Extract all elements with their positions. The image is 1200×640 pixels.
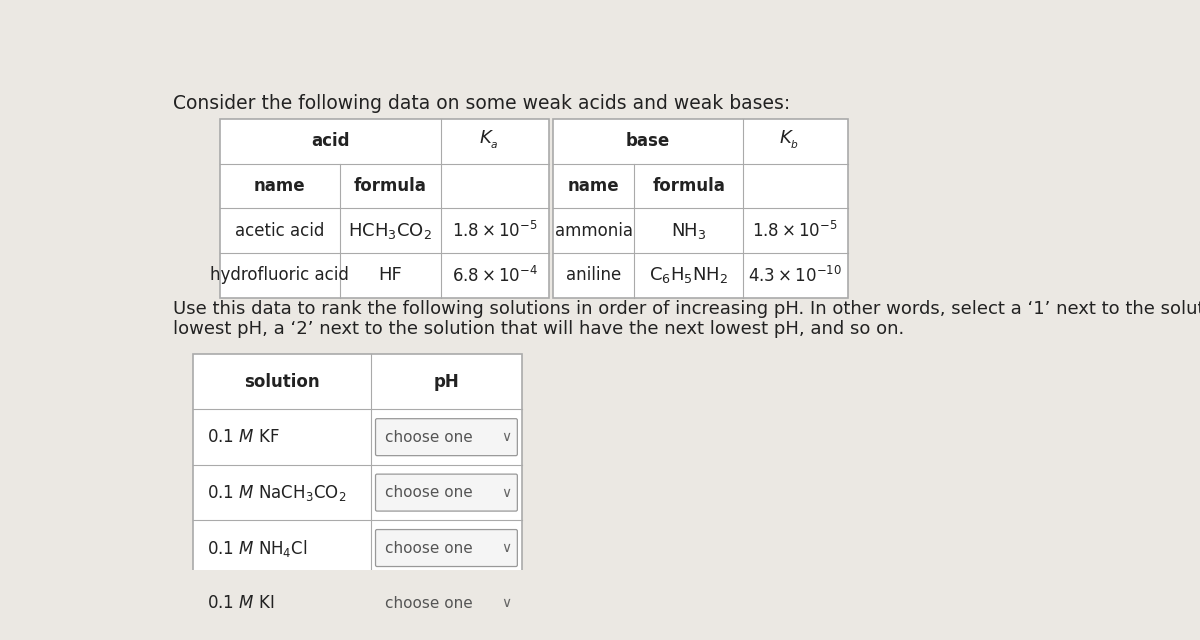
Text: choose one: choose one [385, 541, 473, 556]
Text: choose one: choose one [385, 429, 473, 445]
Text: ∨: ∨ [502, 541, 511, 555]
Text: ∨: ∨ [502, 486, 511, 500]
Text: base: base [626, 132, 670, 150]
Text: lowest pH, a ‘2’ next to the solution that will have the next lowest pH, and so : lowest pH, a ‘2’ next to the solution th… [173, 320, 905, 338]
Text: formula: formula [652, 177, 725, 195]
Bar [553, 119, 847, 298]
Bar [371, 631, 522, 640]
FancyBboxPatch shape [380, 636, 427, 640]
Text: $_a$: $_a$ [490, 136, 498, 151]
FancyBboxPatch shape [433, 636, 479, 640]
Text: $_b$: $_b$ [791, 136, 799, 151]
Text: HF: HF [378, 266, 402, 284]
Text: formula: formula [354, 177, 427, 195]
Text: $6.8 \times 10^{-4}$: $6.8 \times 10^{-4}$ [452, 266, 538, 285]
Bar [220, 119, 550, 298]
Text: $4.3 \times 10^{-10}$: $4.3 \times 10^{-10}$ [749, 266, 842, 285]
Text: $1.8 \times 10^{-5}$: $1.8 \times 10^{-5}$ [752, 221, 838, 241]
FancyBboxPatch shape [376, 529, 517, 566]
Text: pH: pH [433, 372, 460, 390]
Text: choose one: choose one [385, 596, 473, 611]
Text: solution: solution [244, 372, 319, 390]
Text: $K$: $K$ [779, 129, 794, 147]
Text: acetic acid: acetic acid [235, 222, 324, 240]
Text: aniline: aniline [566, 266, 622, 284]
Text: acid: acid [311, 132, 349, 150]
Text: ∨: ∨ [502, 596, 511, 611]
FancyBboxPatch shape [376, 474, 517, 511]
FancyBboxPatch shape [376, 585, 517, 622]
Text: $1.8 \times 10^{-5}$: $1.8 \times 10^{-5}$ [452, 221, 538, 241]
Text: Consider the following data on some weak acids and weak bases:: Consider the following data on some weak… [173, 93, 791, 113]
Text: ammonia: ammonia [554, 222, 632, 240]
Bar [193, 354, 522, 631]
Text: $K$: $K$ [479, 129, 493, 147]
Text: C$_6$H$_5$NH$_2$: C$_6$H$_5$NH$_2$ [649, 266, 728, 285]
Text: 0.1 $M$ KF: 0.1 $M$ KF [206, 428, 280, 446]
Text: 0.1 $M$ NH$_4$Cl: 0.1 $M$ NH$_4$Cl [206, 538, 307, 559]
Text: 0.1 $M$ NaCH$_3$CO$_2$: 0.1 $M$ NaCH$_3$CO$_2$ [206, 483, 346, 502]
Text: HCH$_3$CO$_2$: HCH$_3$CO$_2$ [348, 221, 432, 241]
Text: choose one: choose one [385, 485, 473, 500]
Text: name: name [568, 177, 619, 195]
Text: Use this data to rank the following solutions in order of increasing pH. In othe: Use this data to rank the following solu… [173, 300, 1200, 318]
Text: hydrofluoric acid: hydrofluoric acid [210, 266, 349, 284]
Text: ∨: ∨ [502, 430, 511, 444]
Text: NH$_3$: NH$_3$ [671, 221, 707, 241]
Text: 0.1 $M$ KI: 0.1 $M$ KI [206, 595, 274, 612]
FancyBboxPatch shape [376, 419, 517, 456]
Text: name: name [254, 177, 306, 195]
